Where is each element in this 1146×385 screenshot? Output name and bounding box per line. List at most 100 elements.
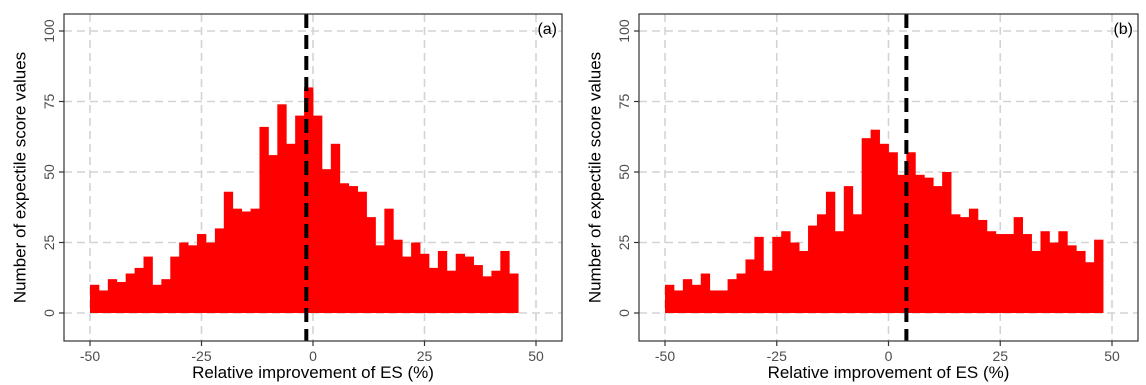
panel-b-xtick-label-0: -50 [655, 348, 675, 364]
panel-b-bar-48 [1094, 239, 1104, 313]
panel-b-bar-25 [888, 152, 898, 313]
panel-a-bar-11 [188, 245, 198, 313]
panel-a-ytick-label-0: 0 [41, 309, 57, 317]
panel-b-xtick-label-1: -25 [767, 348, 787, 364]
panel-a-xtick-label-4: 50 [528, 348, 544, 364]
panel-a-y-axis-title: Number of expectile score values [11, 52, 30, 303]
panel-b-bar-32 [951, 214, 961, 313]
panel-b-bar-5 [709, 290, 720, 313]
panel-b-bar-39 [1013, 217, 1023, 313]
panel-b-bar-24 [879, 143, 889, 313]
panel-a: -50 -25 0 25 50 0 25 50 75 100 (a) Relative impro… [11, 13, 563, 382]
panel-b-bar-29 [924, 177, 934, 313]
panel-b-bar-8 [736, 273, 746, 313]
panel-b-ytick-label-4: 100 [616, 19, 632, 43]
panel-b-bar-15 [799, 250, 809, 313]
panel-a-bar-0 [90, 284, 100, 313]
panel-b-ytick-label-1: 25 [616, 235, 632, 251]
panel-a-bar-29 [348, 186, 358, 313]
panel-a-bar-6 [143, 256, 153, 313]
panel-a-ytick-label-2: 50 [41, 164, 57, 180]
panel-a-ticks: -50 -25 0 25 50 0 25 50 75 100 [41, 19, 544, 364]
panel-a-bar-44 [482, 276, 492, 313]
panel-a-bar-3 [116, 281, 127, 313]
panel-a-bar-35 [402, 256, 412, 313]
panel-b-bar-2 [682, 279, 693, 313]
panel-a-bar-34 [393, 239, 403, 313]
panel-b-bar-38 [1004, 234, 1015, 313]
panel-b-bar-22 [861, 138, 872, 313]
panel-b-ytick-label-2: 50 [616, 164, 632, 180]
panel-b-bar-14 [790, 242, 800, 313]
panel-a-ytick-label-4: 100 [41, 19, 57, 43]
panel-b-bar-28 [915, 174, 925, 313]
panel-a-bar-8 [161, 279, 171, 313]
panel-a-bar-41 [455, 253, 466, 313]
panel-b-bar-7 [727, 279, 737, 313]
panel-a-bar-4 [125, 273, 135, 313]
panel-a-bar-32 [375, 245, 385, 313]
panel-b-bar-21 [852, 214, 863, 313]
panel-a-bar-10 [179, 242, 189, 313]
panel-a-bar-23 [295, 115, 305, 313]
panel-a-bar-30 [357, 191, 367, 313]
panel-a-xtick-label-1: -25 [191, 348, 211, 364]
panel-b-y-axis-title: Number of expectile score values [586, 52, 605, 303]
panel-b-bar-40 [1022, 234, 1032, 313]
panel-b-bar-47 [1085, 262, 1095, 313]
panel-a-bar-9 [170, 256, 180, 313]
panel-a-bar-21 [277, 104, 287, 313]
panel-b-ticks: -50 -25 0 25 50 0 25 50 75 100 [616, 19, 1120, 364]
panel-b-xtick-label-3: 25 [992, 348, 1008, 364]
panel-b-bar-0 [665, 284, 675, 313]
panel-b-bar-44 [1058, 231, 1068, 313]
panel-a-bar-31 [366, 217, 376, 313]
panel-a-bar-40 [446, 270, 457, 313]
panel-b-bar-45 [1067, 245, 1077, 313]
panel-b-bar-13 [781, 231, 791, 313]
panel-b-bar-19 [834, 231, 845, 313]
panel-a-bar-14 [214, 228, 225, 313]
panel-a-bar-26 [321, 169, 332, 313]
panel-b-bar-1 [673, 290, 684, 313]
panel-b-bar-20 [843, 186, 854, 313]
panel-a-bar-5 [134, 267, 144, 313]
panel-b-bar-34 [968, 208, 979, 313]
panel-b-xtick-label-4: 50 [1104, 348, 1120, 364]
panel-a-xtick-label-2: 0 [309, 348, 317, 364]
panel-a-bar-20 [268, 155, 278, 313]
panel-a-bar-36 [411, 242, 421, 313]
panel-b-bar-17 [816, 214, 827, 313]
panel-b-bar-12 [772, 236, 782, 313]
panel-a-bar-16 [232, 208, 243, 313]
panel-a-xtick-label-0: -50 [80, 348, 100, 364]
panel-b-bar-35 [977, 219, 988, 313]
panel-a-bar-12 [197, 234, 207, 313]
panel-a-bar-42 [464, 256, 474, 313]
panel-a-bar-19 [259, 126, 269, 313]
panel-a-bar-33 [384, 208, 394, 313]
panel-b-bar-46 [1076, 250, 1086, 313]
panel-b-xtick-label-2: 0 [885, 348, 893, 364]
panel-b-bar-16 [808, 225, 818, 313]
panel-a-bar-27 [330, 143, 341, 313]
panel-b-x-axis-title: Relative improvement of ES (%) [768, 363, 1010, 382]
panel-a-bar-2 [107, 279, 118, 313]
panel-a-bar-38 [428, 267, 439, 313]
panel-a-bar-17 [241, 211, 251, 313]
panel-b-bar-10 [754, 236, 764, 313]
panel-b-bar-41 [1031, 250, 1041, 313]
panel-a-bar-37 [420, 253, 430, 313]
panel-b-bar-18 [825, 191, 836, 313]
panel-b-bars [665, 129, 1104, 313]
panel-b-bar-43 [1049, 242, 1059, 313]
panel-a-bar-43 [473, 265, 483, 313]
panel-b: -50 -25 0 25 50 0 25 50 75 100 (b) Relative impro… [586, 13, 1139, 382]
panel-a-bar-13 [205, 242, 216, 313]
panel-b-bar-9 [745, 259, 755, 313]
panel-a-bar-15 [223, 191, 234, 313]
panel-a-xtick-label-3: 25 [417, 348, 433, 364]
panel-b-bar-6 [718, 290, 728, 313]
panel-a-bar-46 [500, 250, 510, 313]
